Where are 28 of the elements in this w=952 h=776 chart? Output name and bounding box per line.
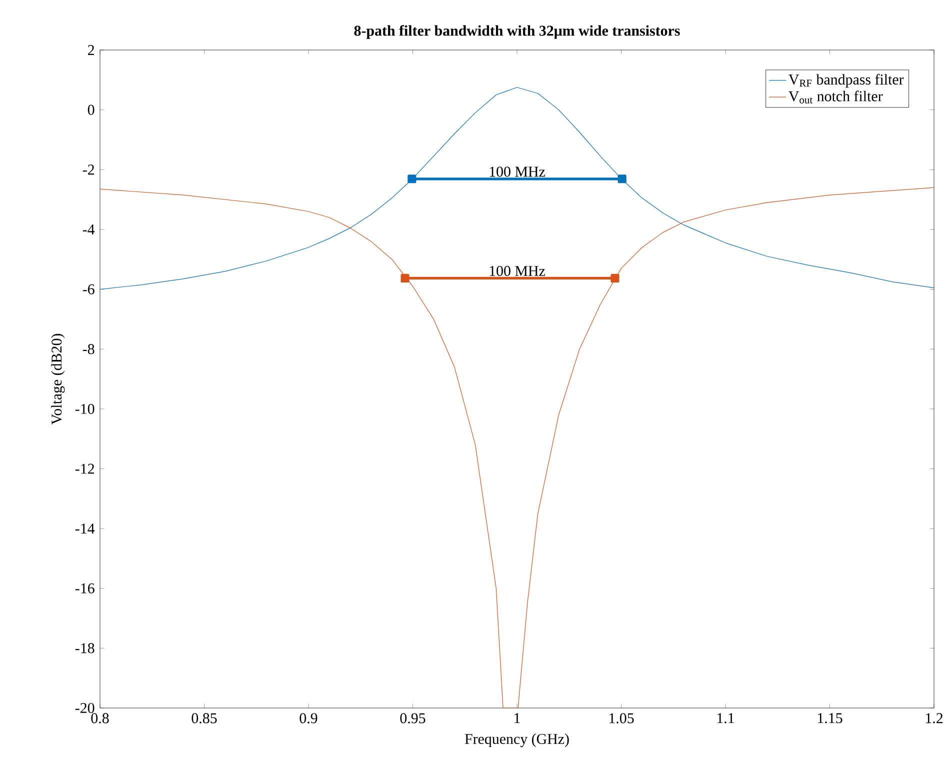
x-tick-label: 0.8 — [91, 713, 109, 724]
x-tick-label: 0.95 — [400, 713, 426, 724]
y-tick-label: -10 — [75, 404, 94, 414]
x-tick-label: 0.9 — [300, 713, 318, 724]
y-tick-label: 0 — [88, 104, 94, 115]
x-tick-label: 0.85 — [192, 713, 217, 724]
y-tick-label: 2 — [88, 45, 94, 55]
x-tick-label: 1.2 — [926, 713, 943, 724]
annotation: 100 MHz — [490, 266, 546, 276]
y-tick-label: -2 — [82, 164, 94, 175]
y-tick-label: -12 — [75, 464, 94, 474]
x-tick-label: 1.15 — [818, 713, 842, 724]
legend-label: V$_{out}$ notch filter — [788, 90, 883, 104]
y-tick-label: -18 — [75, 643, 94, 654]
annotation: 100 MHz — [490, 166, 546, 177]
y-tick-label: -20 — [75, 702, 94, 714]
y-tick-label: -6 — [82, 284, 94, 294]
y-tick-label: -14 — [75, 524, 95, 534]
chart-title: 8-path filter bandwidth with 32μm wide transistors — [354, 25, 680, 39]
x-tick-label: 1 — [514, 713, 520, 724]
x-axis-title: Frequency (GHz) — [464, 734, 569, 748]
x-tick-label: 1.05 — [609, 713, 634, 724]
x-tick-label: 1.1 — [717, 713, 734, 724]
y-tick-label: -16 — [75, 583, 94, 594]
y-axis-title: Voltage (dB20) — [51, 334, 65, 425]
y-tick-label: -8 — [82, 344, 94, 354]
y-tick-label: -4 — [82, 224, 95, 234]
legend-label: V$_{RF}$ bandpass filter — [788, 74, 904, 88]
